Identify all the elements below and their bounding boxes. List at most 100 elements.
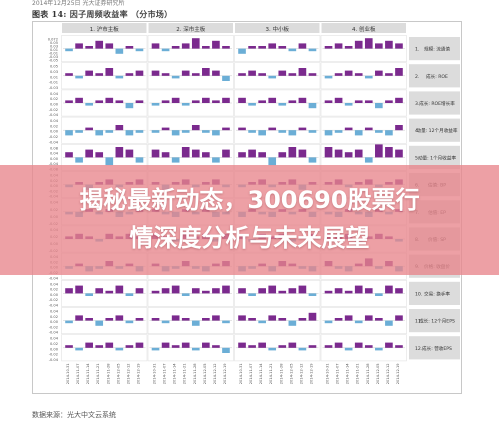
return-bar: [364, 157, 373, 163]
return-bar: [105, 318, 114, 321]
return-bar: [115, 285, 124, 294]
y-tick-label: -0.04: [49, 113, 59, 117]
y-tick-label: 0.00: [50, 103, 59, 107]
return-bar: [298, 347, 307, 351]
return-bar: [75, 130, 83, 133]
return-bar: [268, 75, 277, 79]
return-bar: [354, 149, 363, 158]
return-bar: [308, 345, 317, 348]
return-bar: [161, 342, 170, 348]
return-bar: [364, 315, 373, 321]
return-bar: [334, 288, 343, 294]
return-bar: [151, 43, 160, 49]
return-bar: [171, 46, 180, 49]
return-bar: [151, 70, 160, 76]
return-bar: [324, 100, 333, 103]
x-date-label: 2014-10-31: [153, 363, 157, 384]
return-bar: [65, 73, 73, 76]
y-tick-label: 0.04: [50, 337, 59, 341]
return-bar: [238, 73, 246, 76]
x-date-label: 2014-12-05: [116, 363, 120, 384]
return-bar: [85, 318, 93, 321]
return-bar: [258, 320, 266, 324]
factor-panel: [147, 116, 234, 144]
return-bar: [65, 320, 73, 324]
return-bar: [171, 75, 180, 79]
return-bar: [125, 73, 134, 76]
x-date-label: 2014-11-28: [193, 363, 197, 385]
factor-code: 12.: [415, 346, 422, 352]
x-date-label: 2014-11-14: [86, 363, 90, 385]
return-bar: [181, 293, 190, 296]
x-date-label: 2014-11-28: [106, 363, 110, 385]
return-bar: [95, 320, 104, 326]
market-header-label: 3. 中小板: [266, 25, 290, 33]
return-bar: [171, 315, 180, 321]
return-bar: [85, 103, 93, 106]
factor-panel: [147, 62, 234, 90]
return-bar: [334, 73, 343, 76]
return-bar: [395, 345, 403, 348]
return-bar: [181, 130, 190, 133]
factor-panel: [147, 89, 234, 117]
x-date-label: 2014-11-07: [336, 363, 340, 384]
return-bar: [161, 320, 170, 324]
return-bar: [65, 48, 73, 52]
return-bar: [202, 290, 210, 294]
return-bar: [161, 73, 170, 76]
y-tick-label: 0.04: [50, 282, 59, 286]
y-tick-label: -0.02: [49, 298, 58, 302]
return-bar: [385, 285, 393, 294]
return-bar: [385, 147, 393, 158]
return-bar: [278, 318, 287, 321]
return-bar: [115, 48, 124, 54]
y-tick-label: 0.00: [50, 157, 59, 161]
y-tick-label: 0.02: [50, 97, 58, 101]
return-bar: [278, 46, 287, 49]
factor-label-box: [409, 91, 460, 115]
return-bar: [354, 320, 363, 324]
return-bar: [75, 347, 83, 351]
market-header-label: 2. 深市主板: [176, 25, 205, 33]
x-date-label: 2014-10-31: [326, 363, 330, 384]
return-bar: [298, 68, 307, 76]
return-bar: [171, 130, 180, 136]
return-bar: [171, 97, 180, 103]
data-source-note: 数据来源：光大中文云系统: [32, 411, 116, 419]
headline-line-2: 情深度分析与未来展望: [129, 224, 370, 252]
return-bar: [238, 152, 246, 158]
return-bar: [354, 73, 363, 76]
return-bar: [288, 48, 297, 52]
factor-code: 5.: [415, 155, 419, 161]
x-date-label: 2014-11-07: [76, 363, 80, 384]
headline[interactable]: 揭秘最新动态，300690股票行 情深度分析与未来展望: [0, 181, 499, 257]
x-date-label: 2014-11-07: [163, 363, 167, 384]
return-bar: [308, 312, 317, 321]
return-bar: [135, 288, 144, 294]
y-tick-label: 0.04: [50, 152, 59, 156]
return-bar: [238, 288, 246, 294]
return-bar: [171, 157, 180, 163]
return-bar: [364, 38, 373, 49]
return-bar: [75, 285, 83, 294]
return-bar: [258, 342, 266, 348]
return-bar: [125, 103, 134, 109]
return-bar: [248, 70, 256, 76]
return-bar: [395, 43, 403, 49]
factor-code: 1.: [415, 47, 419, 53]
return-bar: [375, 347, 383, 351]
factor-panel: [147, 307, 234, 335]
return-bar: [75, 157, 83, 163]
return-bar: [298, 318, 307, 321]
return-bar: [181, 70, 190, 76]
return-bar: [344, 315, 353, 321]
x-date-label: 2014-11-21: [269, 363, 273, 384]
return-bar: [288, 73, 297, 76]
factor-code: 10.: [415, 291, 422, 297]
x-date-label: 2014-12-19: [136, 363, 140, 385]
factor-panel: [234, 334, 321, 362]
factor-panel: [61, 89, 148, 117]
return-bar: [95, 288, 104, 294]
return-bar: [65, 345, 73, 348]
return-bar: [268, 127, 277, 131]
